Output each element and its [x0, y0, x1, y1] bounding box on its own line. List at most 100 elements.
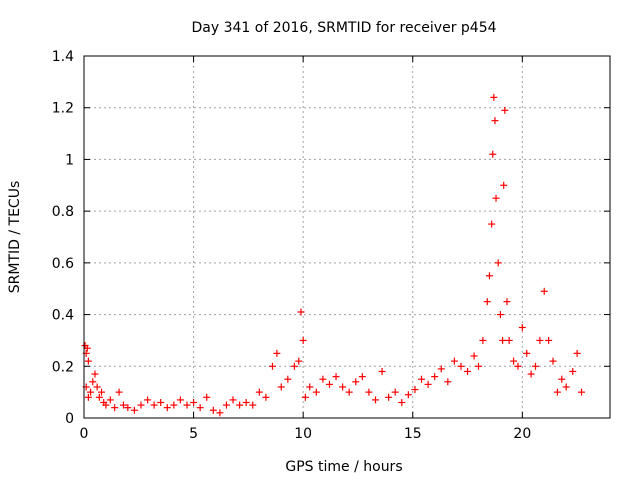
- data-point: [124, 404, 132, 412]
- data-point: [242, 398, 250, 406]
- data-point: [464, 367, 472, 375]
- y-tick-label: 0: [65, 411, 74, 427]
- data-point: [545, 336, 553, 344]
- grid: [84, 56, 610, 418]
- y-tick-labels: 0 0.2 0.4 0.6 0.8 1 1.2 1.4: [52, 49, 74, 427]
- y-tick-label: 0.6: [52, 256, 74, 272]
- data-point: [437, 365, 445, 373]
- data-point: [391, 388, 399, 396]
- data-point: [352, 378, 360, 386]
- data-point: [306, 383, 314, 391]
- x-tick-label: 0: [80, 426, 89, 442]
- x-tick-labels: 0 5 10 15 20: [80, 426, 532, 442]
- data-point: [249, 401, 257, 409]
- x-tick-label: 20: [513, 426, 531, 442]
- data-point: [573, 349, 581, 357]
- data-point: [411, 386, 419, 394]
- y-tick-label: 0.2: [52, 359, 74, 375]
- data-point: [84, 393, 92, 401]
- data-point: [398, 398, 406, 406]
- data-point: [222, 401, 230, 409]
- data-point: [450, 357, 458, 365]
- data-point: [106, 396, 114, 404]
- data-point: [196, 404, 204, 412]
- data-point: [514, 362, 522, 370]
- data-point: [378, 367, 386, 375]
- y-tick-label: 0.8: [52, 204, 74, 220]
- data-point: [470, 352, 478, 360]
- y-tick-label: 0.4: [52, 308, 74, 324]
- y-tick-label: 1.2: [52, 101, 74, 117]
- data-point: [531, 362, 539, 370]
- data-point: [290, 362, 298, 370]
- data-point: [150, 401, 158, 409]
- data-point: [319, 375, 327, 383]
- data-point: [553, 388, 561, 396]
- data-point: [540, 287, 548, 295]
- y-tick-label: 1: [65, 152, 74, 168]
- data-point: [299, 336, 307, 344]
- data-point: [536, 336, 544, 344]
- data-point: [84, 357, 92, 365]
- data-point: [549, 357, 557, 365]
- data-point: [268, 362, 276, 370]
- axes: [83, 55, 611, 419]
- data-point: [98, 388, 106, 396]
- data-point: [157, 398, 165, 406]
- data-point: [89, 378, 97, 386]
- data-point: [203, 393, 211, 401]
- data-point: [518, 324, 526, 331]
- data-point: [491, 117, 499, 125]
- data-point: [119, 401, 127, 409]
- data-point: [144, 396, 152, 404]
- data-point: [569, 367, 577, 375]
- data-point: [457, 362, 465, 370]
- data-point: [424, 380, 432, 388]
- data-point: [485, 272, 493, 280]
- data-point: [277, 383, 285, 391]
- data-point: [527, 370, 535, 378]
- data-point: [371, 396, 379, 404]
- data-point: [562, 383, 570, 391]
- data-point: [510, 357, 518, 365]
- data-point: [297, 308, 305, 316]
- data-point: [444, 378, 452, 386]
- data-point: [496, 311, 504, 319]
- data-point: [339, 383, 347, 391]
- data-point: [500, 181, 508, 189]
- data-point: [358, 373, 366, 381]
- data-point: [483, 298, 491, 306]
- chart-title: Day 341 of 2016, SRMTID for receiver p45…: [191, 20, 496, 36]
- data-point: [91, 370, 99, 378]
- data-point: [385, 393, 393, 401]
- data-point: [115, 388, 123, 396]
- data-point: [325, 380, 333, 388]
- data-point: [262, 393, 270, 401]
- data-point: [83, 344, 91, 352]
- x-axis-label: GPS time / hours: [285, 459, 402, 475]
- data-point: [345, 388, 353, 396]
- data-point: [488, 220, 496, 228]
- data-point: [418, 375, 426, 383]
- data-point: [501, 106, 509, 114]
- data-point: [505, 336, 513, 344]
- data-point: [130, 406, 138, 414]
- data-point: [137, 401, 145, 409]
- data-point: [523, 349, 531, 357]
- data-point: [301, 393, 309, 401]
- plot-frame: [83, 55, 611, 419]
- x-tick-label: 5: [189, 426, 198, 442]
- data-point: [111, 404, 119, 412]
- y-tick-label: 1.4: [52, 49, 74, 65]
- data-point: [499, 336, 507, 344]
- data-point: [209, 406, 217, 414]
- data-point: [102, 401, 110, 409]
- data-point: [183, 401, 191, 409]
- x-tick-label: 10: [294, 426, 312, 442]
- data-point: [431, 373, 439, 381]
- data-point: [494, 259, 502, 267]
- data-point: [489, 150, 497, 158]
- y-axis-label: SRMTID / TECUs: [7, 181, 23, 294]
- data-point: [87, 388, 95, 396]
